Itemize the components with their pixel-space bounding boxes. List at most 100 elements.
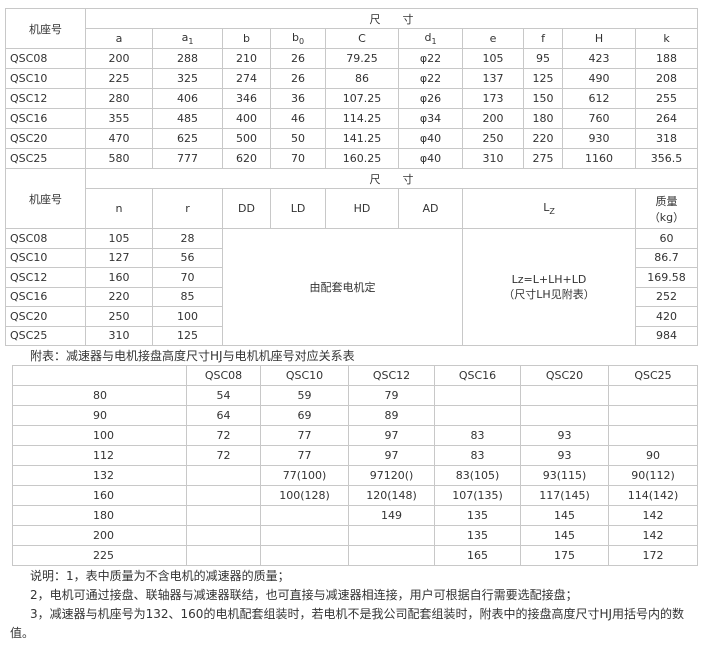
- data-cell: 117(145): [520, 485, 609, 506]
- data-cell: 280: [85, 88, 153, 109]
- data-cell: 105: [462, 48, 524, 69]
- column-header: d1: [398, 28, 463, 49]
- data-cell: 1160: [562, 148, 636, 169]
- data-cell: 28: [152, 228, 223, 249]
- data-cell: [348, 525, 435, 546]
- data-cell: [260, 545, 349, 566]
- data-row: QSC20 470 625 500 50 141.25 φ40 250 220 930 318: [5, 128, 698, 149]
- column-header: C: [325, 28, 399, 49]
- data-cell: 225: [85, 68, 153, 89]
- data-cell: 188: [635, 48, 698, 69]
- notes: 说明：1，表中质量为不含电机的减速器的质量； 2，电机可通过接盘、联轴器与减速器联…: [10, 567, 700, 643]
- data-cell: 135: [434, 505, 521, 526]
- caption: 附表：减速器与电机接盘高度尺寸HJ与电机机座号对应关系表: [30, 349, 355, 363]
- data-cell: 112: [12, 445, 187, 466]
- data-cell: 210: [222, 48, 271, 69]
- column-header: b: [222, 28, 271, 49]
- data-cell: 255: [635, 88, 698, 109]
- data-cell: 420: [635, 306, 698, 327]
- data-cell: 72: [186, 445, 261, 466]
- merged-cell: 由配套电机定: [222, 228, 463, 346]
- column-header: H: [562, 28, 636, 49]
- subscript: Z: [549, 207, 555, 217]
- data-cell: QSC08: [5, 228, 86, 249]
- data-cell: 26: [270, 68, 326, 89]
- data-cell: 72: [186, 425, 261, 446]
- data-cell: 80: [12, 385, 187, 406]
- subscript: 1: [188, 37, 194, 47]
- data-cell: 208: [635, 68, 698, 89]
- column-header: a: [85, 28, 153, 49]
- data-cell: QSC25: [5, 325, 86, 346]
- column-header: LZ: [462, 188, 636, 229]
- data-cell: 86: [325, 68, 399, 89]
- data-cell: φ34: [398, 108, 463, 129]
- data-cell: 142: [608, 505, 698, 526]
- data-cell: [608, 405, 698, 426]
- data-row: QSC16 220 85 252: [5, 286, 698, 307]
- header-row: 机座号尺 寸: [5, 8, 698, 49]
- data-cell: 220: [85, 286, 153, 307]
- data-row: 225 165 175 172: [12, 545, 698, 566]
- data-cell: QSC20: [5, 128, 86, 149]
- data-cell: 105: [85, 228, 153, 249]
- header-cell: [12, 365, 187, 386]
- data-cell: 612: [562, 88, 636, 109]
- data-cell: 69: [260, 405, 349, 426]
- subscript: 0: [298, 37, 305, 47]
- subscript: 1: [431, 37, 437, 47]
- data-cell: 26: [270, 48, 326, 69]
- data-cell: 485: [152, 108, 223, 129]
- data-cell: φ40: [398, 128, 463, 149]
- column-header: r: [152, 188, 223, 229]
- data-cell: 137: [462, 68, 524, 89]
- data-cell: 36: [270, 88, 326, 109]
- data-cell: 107.25: [325, 88, 399, 109]
- data-cell: 114(142): [608, 485, 698, 506]
- data-cell: 250: [462, 128, 524, 149]
- data-cell: 97120(): [348, 465, 435, 486]
- data-cell: 346: [222, 88, 271, 109]
- data-cell: 490: [562, 68, 636, 89]
- data-row: QSC20 250 100 420: [5, 306, 698, 327]
- data-cell: QSC12: [5, 267, 86, 288]
- data-cell: 93: [520, 425, 609, 446]
- cell-line: Lz=L+LH+LD: [511, 272, 587, 286]
- data-cell: [260, 505, 349, 526]
- data-cell: 86.7: [635, 247, 698, 268]
- data-cell: 250: [85, 306, 153, 327]
- data-cell: 200: [85, 48, 153, 69]
- data-row: 80 54 59 79: [12, 385, 698, 406]
- data-cell: 90: [12, 405, 187, 426]
- data-cell: QSC16: [5, 108, 86, 129]
- data-cell: 145: [520, 525, 609, 546]
- data-cell: [186, 525, 261, 546]
- cell-text: d: [424, 30, 432, 44]
- data-cell: 59: [260, 385, 349, 406]
- data-cell: 145: [520, 505, 609, 526]
- data-cell: 127: [85, 247, 153, 268]
- data-cell: 500: [222, 128, 271, 149]
- column-header: QSC16: [434, 365, 521, 386]
- data-cell: 79.25: [325, 48, 399, 69]
- data-row: 90 64 69 89: [12, 405, 698, 426]
- data-cell: 93(115): [520, 465, 609, 486]
- data-cell: 625: [152, 128, 223, 149]
- column-header: QSC10: [260, 365, 349, 386]
- data-cell: 310: [462, 148, 524, 169]
- data-cell: [186, 545, 261, 566]
- column-header: LD: [270, 188, 326, 229]
- cell-text: L: [543, 200, 550, 214]
- data-cell: 984: [635, 325, 698, 346]
- data-row: 160 100(128) 120(148) 107(135) 117(145) 114(1…: [12, 485, 698, 506]
- data-cell: [608, 425, 698, 446]
- data-cell: QSC10: [5, 68, 86, 89]
- data-row: 112 72 77 97 83 93 90: [12, 445, 698, 466]
- data-cell: 274: [222, 68, 271, 89]
- data-cell: 777: [152, 148, 223, 169]
- data-cell: 400: [222, 108, 271, 129]
- data-cell: 95: [523, 48, 563, 69]
- data-cell: 275: [523, 148, 563, 169]
